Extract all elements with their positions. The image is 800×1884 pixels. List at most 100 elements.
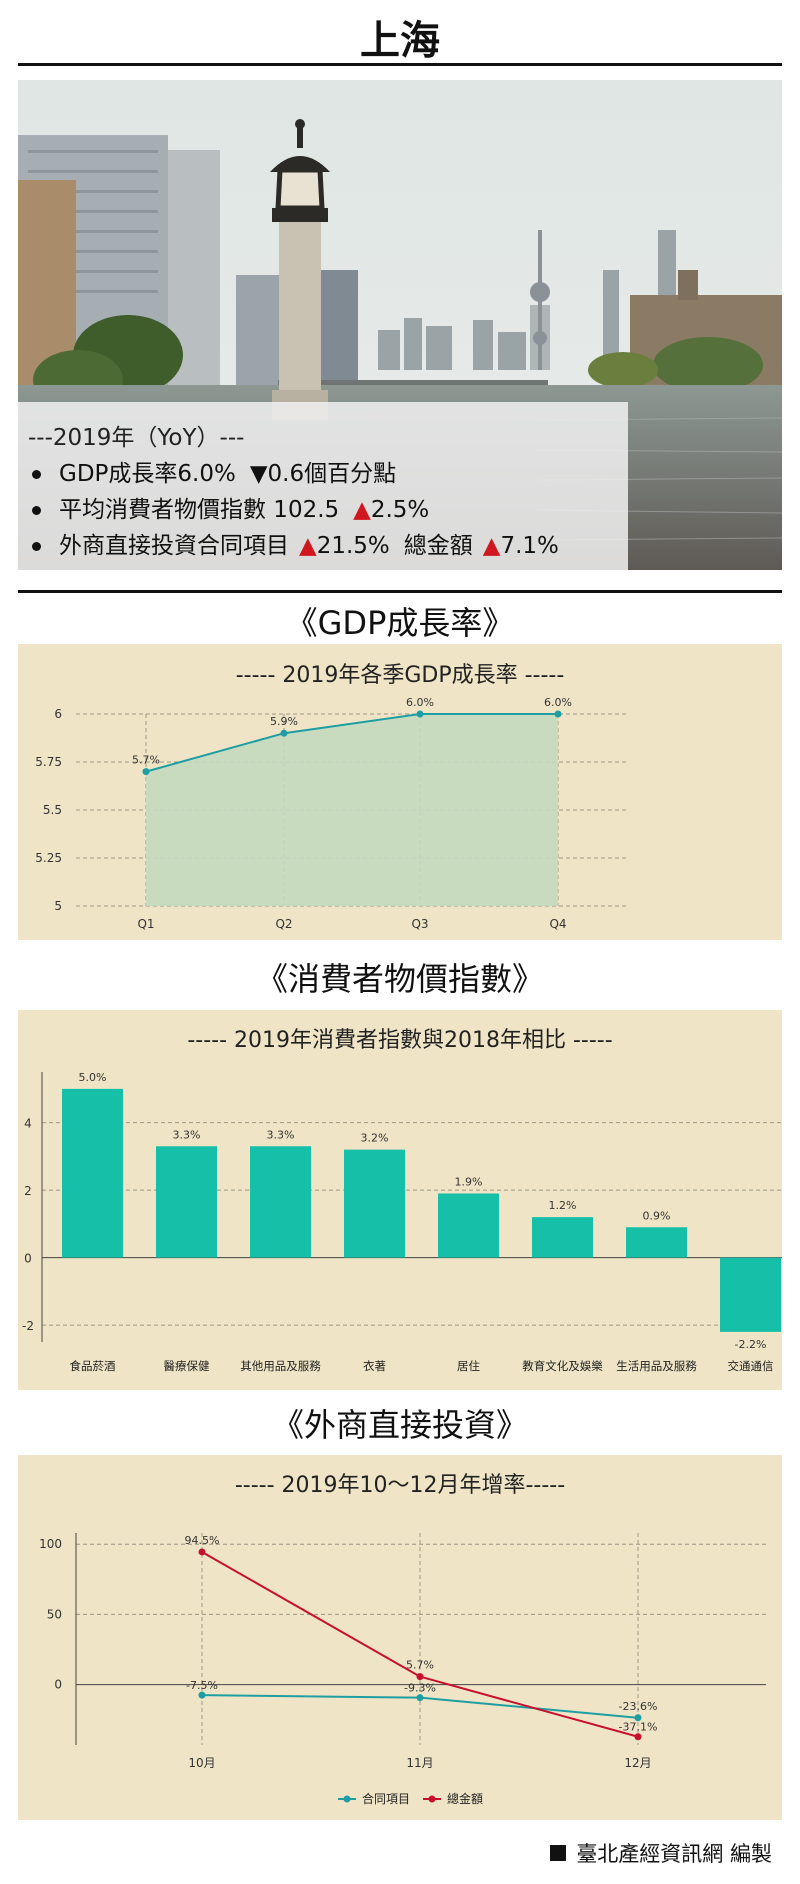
gdp-chart: ----- 2019年各季GDP成長率 ----- 5 5.25 5.5 5.75 6 5.… — [35, 663, 628, 931]
data-label: 5.7% — [132, 754, 160, 767]
section-title-fdi: 《外商直接投資》 — [271, 1406, 528, 1444]
section-title-gdp: 《GDP成長率》 — [285, 604, 515, 642]
y-tick-label: 5.75 — [35, 755, 62, 769]
bullet-icon — [32, 469, 41, 479]
summary-label: GDP成長率6.0% — [59, 461, 236, 487]
summary-label: 平均消費者物價指數 102.5 — [59, 497, 340, 523]
y-tick-label: -2 — [22, 1319, 34, 1333]
chart-title: ----- 2019年各季GDP成長率 ----- — [236, 663, 565, 688]
data-label: -37.1% — [619, 1721, 658, 1734]
summary-extra-label: 總金額 — [403, 533, 473, 559]
bar — [720, 1257, 781, 1332]
data-label: 5.0% — [79, 1071, 107, 1084]
data-label: 6.0% — [406, 696, 434, 709]
x-tick-label: 生活用品及服務 — [616, 1359, 697, 1373]
x-tick-label: 衣著 — [363, 1359, 386, 1373]
summary-item-cpi: 平均消費者物價指數 102.5 ▲ 2.5% — [28, 492, 628, 528]
x-tick-label: Q3 — [411, 917, 428, 931]
fdi-chart: ----- 2019年10～12月年增率----- 0 50 100 -7.5% -9.3… — [39, 1473, 766, 1806]
data-label: 1.2% — [549, 1199, 577, 1212]
y-tick-label: 5.5 — [43, 803, 62, 817]
footer-text: 臺北產經資訊網 編製 — [576, 1842, 772, 1866]
summary-change: 2.5% — [370, 497, 430, 523]
data-point — [416, 1673, 424, 1681]
bar — [250, 1146, 311, 1258]
y-tick-label: 5 — [54, 899, 62, 913]
data-point — [198, 1691, 206, 1699]
data-label: -23.6% — [619, 1700, 658, 1713]
summary-heading: ---2019年（YoY）--- — [28, 425, 245, 451]
data-label: 1.9% — [455, 1176, 483, 1189]
data-point — [280, 729, 288, 737]
x-tick-label: 教育文化及娛樂 — [522, 1359, 603, 1373]
x-tick-label: 10月 — [188, 1756, 215, 1770]
legend-marker — [343, 1795, 351, 1803]
legend-marker — [428, 1795, 436, 1803]
bar — [626, 1227, 687, 1258]
legend-label: 合同項目 — [362, 1791, 410, 1806]
bullet-icon — [32, 505, 41, 515]
data-label: 94.5% — [185, 1534, 220, 1547]
page-title: 上海 — [360, 18, 440, 64]
bar — [62, 1088, 123, 1258]
x-tick-label: 居住 — [457, 1359, 480, 1373]
area-fill — [146, 714, 558, 906]
data-label: -7.5% — [186, 1679, 218, 1692]
square-icon — [550, 1845, 567, 1861]
x-tick-label: Q2 — [275, 917, 292, 931]
data-point — [634, 1714, 642, 1722]
summary-change: 0.6個百分點 — [267, 461, 397, 487]
summary-box: ---2019年（YoY）--- GDP成長率6.0% ▼ 0.6個百分點 平均… — [18, 402, 628, 570]
y-tick-label: 4 — [24, 1117, 32, 1131]
bar — [156, 1146, 217, 1258]
y-tick-label: 100 — [39, 1537, 62, 1551]
bar — [438, 1193, 499, 1258]
data-label: 5.7% — [406, 1659, 434, 1672]
data-label: 0.9% — [643, 1209, 671, 1222]
data-label: 5.9% — [270, 715, 298, 728]
data-point — [198, 1548, 206, 1556]
x-tick-label: 11月 — [406, 1756, 433, 1770]
x-tick-label: 12月 — [624, 1756, 651, 1770]
y-tick-label: 0 — [54, 1678, 62, 1692]
x-tick-label: 醫療保健 — [164, 1359, 210, 1373]
x-tick-label: 其他用品及服務 — [240, 1359, 321, 1373]
y-tick-label: 0 — [24, 1252, 32, 1266]
cpi-chart: ----- 2019年消費者指數與2018年相比 ----- -2 0 2 4 5.0% 食… — [22, 1028, 782, 1373]
summary-label: 外商直接投資合同項目 — [59, 533, 289, 559]
chart-title: ----- 2019年10～12月年增率----- — [235, 1473, 565, 1498]
summary-item-fdi: 外商直接投資合同項目 ▲ 21.5% 總金額 ▲ 7.1% — [28, 528, 628, 564]
x-tick-label: Q4 — [549, 917, 566, 931]
data-label: -9.3% — [404, 1682, 436, 1695]
data-point — [416, 1694, 424, 1702]
y-tick-label: 50 — [47, 1607, 62, 1621]
title-divider — [18, 63, 782, 66]
x-tick-label: 交通通信 — [728, 1359, 774, 1373]
y-tick-label: 2 — [24, 1184, 32, 1198]
y-tick-label: 5.25 — [35, 851, 62, 865]
bar — [532, 1217, 593, 1258]
data-label: 3.3% — [173, 1128, 201, 1141]
fdi-chart-panel: ----- 2019年10～12月年增率----- 0 50 100 -7.5% -9.3… — [18, 1455, 782, 1820]
data-label: -2.2% — [735, 1338, 767, 1351]
cpi-chart-panel: ----- 2019年消費者指數與2018年相比 ----- -2 0 2 4 5.0% 食… — [18, 1010, 782, 1390]
summary-change: 21.5% — [316, 533, 390, 559]
x-tick-label: 食品菸酒 — [70, 1359, 116, 1373]
summary-item-gdp: GDP成長率6.0% ▼ 0.6個百分點 — [28, 456, 628, 492]
chart-title: ----- 2019年消費者指數與2018年相比 ----- — [187, 1028, 612, 1053]
data-point — [142, 768, 150, 776]
data-point — [416, 710, 424, 718]
summary-list: GDP成長率6.0% ▼ 0.6個百分點 平均消費者物價指數 102.5 ▲ 2… — [28, 456, 628, 564]
legend-label: 總金額 — [447, 1791, 483, 1806]
data-label: 3.2% — [361, 1132, 389, 1145]
section-divider — [18, 590, 782, 593]
data-point — [634, 1733, 642, 1741]
triangle-up-icon: ▲ — [482, 533, 501, 559]
bar — [344, 1149, 405, 1258]
data-label: 6.0% — [544, 696, 572, 709]
bullet-icon — [32, 541, 41, 551]
footer-credit: 臺北產經資訊網 編製 — [550, 1838, 772, 1868]
section-title-cpi: 《消費者物價指數》 — [255, 960, 544, 998]
gdp-chart-panel: ----- 2019年各季GDP成長率 ----- 5 5.25 5.5 5.75 6 5.… — [18, 644, 782, 940]
triangle-up-icon: ▲ — [353, 497, 371, 523]
